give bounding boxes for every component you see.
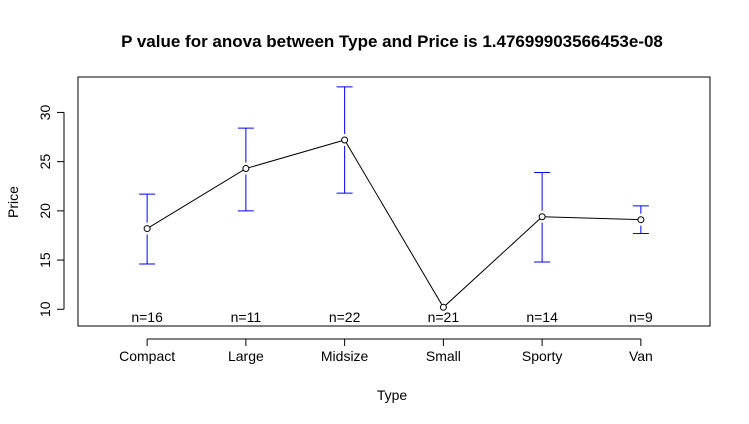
- x-axis: Compact Large Midsize Small Sporty Van: [119, 338, 653, 364]
- mean-point: [143, 225, 151, 233]
- plot-frame: [77, 76, 711, 327]
- x-tick-label: Sporty: [522, 348, 562, 364]
- error-bar: [632, 205, 649, 234]
- x-tick-label: Van: [629, 348, 653, 364]
- y-tick-label: 10: [37, 301, 53, 317]
- error-bar: [237, 127, 254, 212]
- count-label: n=9: [629, 309, 653, 325]
- x-tick-label: Small: [426, 348, 461, 364]
- count-label: n=16: [131, 309, 163, 325]
- y-tick-label: 30: [37, 104, 53, 120]
- count-labels: n=16 n=11 n=22 n=21 n=14 n=9: [131, 309, 653, 325]
- error-bar: [534, 171, 551, 263]
- count-label: n=11: [231, 309, 262, 325]
- y-tick-label: 15: [37, 252, 53, 268]
- mean-point: [439, 303, 447, 311]
- mean-point: [341, 136, 349, 144]
- error-bars: [139, 86, 649, 265]
- chart-title: P value for anova between Type and Price…: [121, 32, 663, 51]
- mean-point: [242, 165, 250, 173]
- x-tick-label: Midsize: [321, 348, 369, 364]
- error-bar: [139, 193, 156, 265]
- y-axis: 10 15 20 25 30: [37, 104, 65, 317]
- count-label: n=14: [526, 309, 558, 325]
- y-axis-label: Price: [5, 186, 21, 218]
- count-label: n=21: [428, 309, 460, 325]
- y-tick-label: 25: [37, 154, 53, 170]
- mean-line: [146, 139, 641, 309]
- count-label: n=22: [329, 309, 361, 325]
- mean-point: [637, 216, 645, 224]
- mean-line-series: [143, 136, 645, 311]
- y-tick-label: 20: [37, 203, 53, 219]
- x-tick-label: Large: [228, 348, 264, 364]
- mean-point: [538, 213, 546, 221]
- error-bar: [336, 86, 353, 194]
- x-axis-label: Type: [377, 387, 408, 403]
- x-tick-label: Compact: [119, 348, 175, 364]
